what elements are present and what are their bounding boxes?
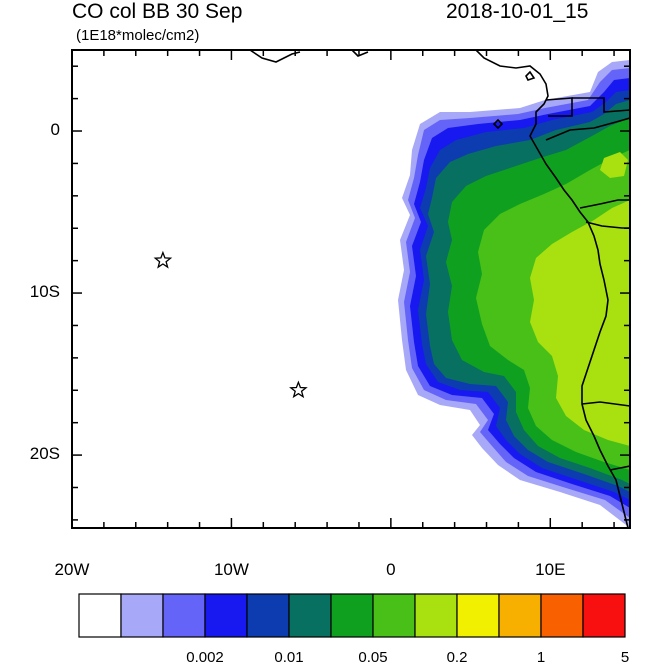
colorbar-swatch (498, 593, 542, 638)
colorbar-swatch (456, 593, 500, 638)
colorbar-swatch (582, 593, 626, 638)
colorbar-swatch (540, 593, 584, 638)
plot-title: CO col BB 30 Sep (72, 0, 243, 23)
date-label: 2018-10-01_15 (446, 0, 589, 23)
colorbar-swatch (414, 593, 458, 638)
lon-tick-label: 0 (386, 560, 396, 579)
colorbar-swatch (372, 593, 416, 638)
contour-level-yellowgreen (530, 200, 630, 446)
colorbar-swatch (120, 593, 164, 638)
colorbar-label: 0.01 (274, 649, 304, 666)
colorbar-swatch (162, 593, 206, 638)
co-column-field (398, 60, 630, 528)
colorbar-label: 5 (620, 649, 630, 666)
colorbar (78, 593, 626, 638)
star-marker-2 (289, 380, 308, 399)
colorbar-swatch (330, 593, 374, 638)
contour-level-yellowgreen-north (600, 152, 628, 178)
colorbar-label: 0.002 (186, 649, 224, 666)
coastline (249, 50, 630, 528)
lon-tick-label: 10W (213, 560, 249, 579)
station-markers (153, 250, 308, 399)
colorbar-swatch (288, 593, 332, 638)
axis-ticks (71, 50, 630, 528)
lon-tick-label: 10E (535, 560, 566, 579)
colorbar-swatch (78, 593, 122, 638)
lat-tick-label: 10S (29, 282, 60, 302)
units-label: (1E18*molec/cm2) (76, 27, 200, 44)
star-marker-1 (153, 250, 173, 269)
colorbar-label: 0.05 (358, 649, 388, 666)
lat-tick-label: 0 (50, 120, 60, 140)
colorbar-label: 0.2 (446, 649, 468, 666)
plot-frame (71, 49, 631, 529)
colorbar-label: 1 (536, 649, 546, 666)
colorbar-swatch (246, 593, 290, 638)
colorbar-swatch (204, 593, 248, 638)
lat-tick-label: 20S (29, 444, 60, 464)
lon-tick-label: 20W (54, 560, 90, 579)
